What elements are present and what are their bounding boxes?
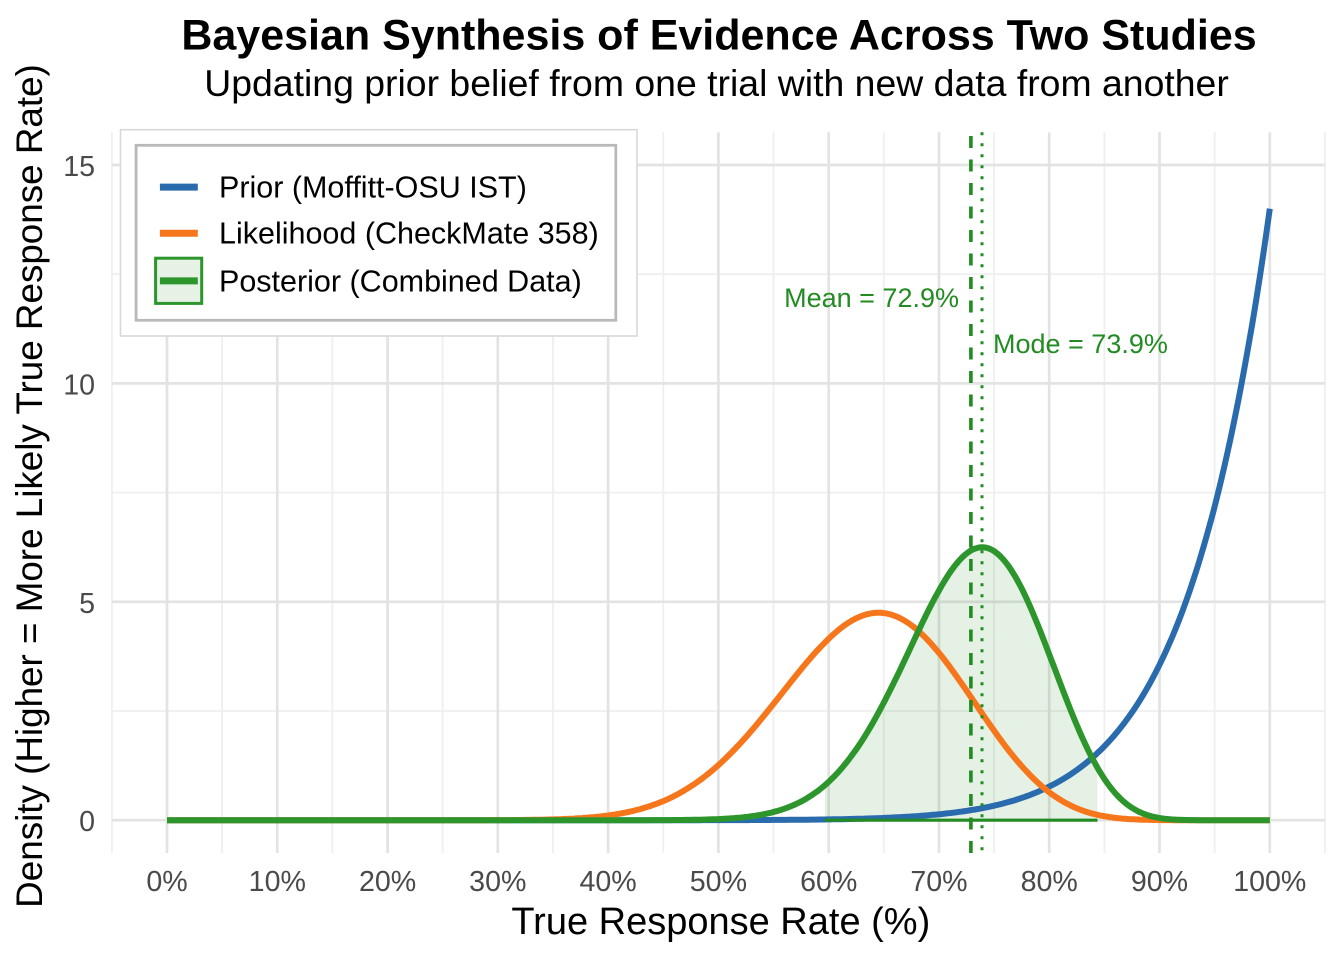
svg-text:40%: 40% [579,866,636,898]
svg-text:90%: 90% [1131,866,1188,898]
svg-text:Bayesian Synthesis of Evidence: Bayesian Synthesis of Evidence Across Tw… [181,12,1256,60]
svg-text:20%: 20% [359,866,416,898]
svg-text:Mean = 72.9%: Mean = 72.9% [784,283,959,313]
svg-text:0: 0 [79,806,95,838]
svg-text:15: 15 [63,151,95,183]
svg-text:0%: 0% [146,866,187,898]
svg-text:Mode = 73.9%: Mode = 73.9% [993,329,1168,359]
svg-text:Posterior (Combined Data): Posterior (Combined Data) [219,264,582,298]
svg-text:80%: 80% [1021,866,1078,898]
svg-text:30%: 30% [469,866,526,898]
svg-text:Prior (Moffitt-OSU IST): Prior (Moffitt-OSU IST) [219,171,527,205]
svg-text:70%: 70% [910,866,967,898]
svg-text:10%: 10% [249,866,306,898]
svg-text:Likelihood (CheckMate 358): Likelihood (CheckMate 358) [219,217,599,251]
svg-text:5: 5 [79,588,95,620]
svg-text:10: 10 [63,369,95,401]
svg-text:50%: 50% [690,866,747,898]
svg-text:100%: 100% [1233,866,1306,898]
svg-text:60%: 60% [800,866,857,898]
svg-text:Density (Higher = More Likely: Density (Higher = More Likely True Respo… [9,64,50,908]
svg-text:True Response Rate (%): True Response Rate (%) [511,901,930,943]
svg-text:Updating prior belief from one: Updating prior belief from one trial wit… [204,62,1229,104]
